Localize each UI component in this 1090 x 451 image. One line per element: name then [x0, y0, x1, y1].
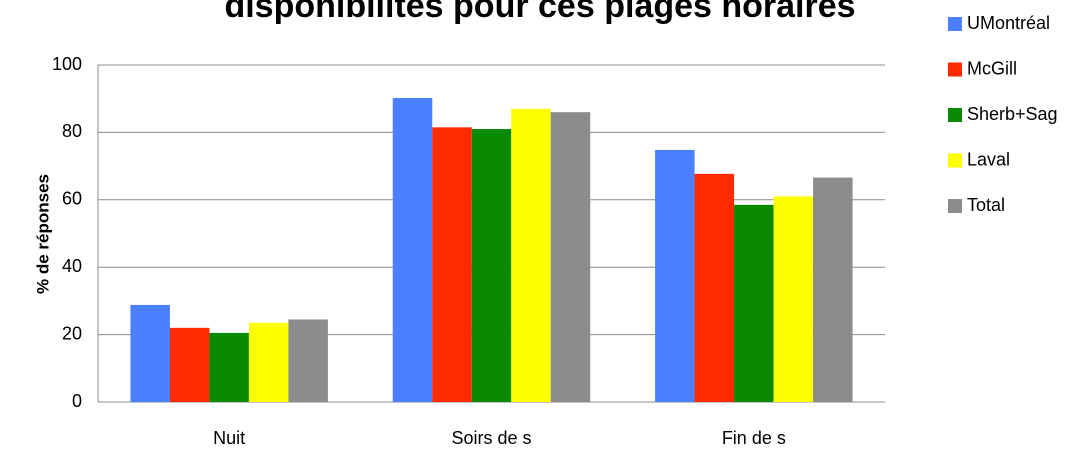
x-tick-label: Nuit — [213, 428, 245, 448]
bar — [432, 127, 472, 402]
bar — [209, 332, 249, 402]
legend-label: McGill — [967, 58, 1017, 78]
bar — [130, 304, 170, 402]
bar — [511, 108, 551, 402]
legend-label: Total — [967, 195, 1005, 215]
bar — [734, 204, 774, 402]
x-tick-label: Soirs de s — [451, 428, 531, 448]
chart-title: disponibilités pour ces plages horaires — [224, 0, 855, 25]
legend-swatch — [948, 17, 962, 31]
bar — [288, 319, 328, 402]
bar — [471, 129, 512, 402]
bar — [655, 149, 695, 402]
bar — [773, 196, 814, 402]
legend-label: Laval — [967, 149, 1010, 169]
legend-swatch — [948, 199, 962, 213]
bar — [392, 98, 433, 402]
y-tick-label: 20 — [62, 323, 82, 343]
y-tick-label: 80 — [62, 121, 82, 141]
legend-label: Sherb+Sag — [967, 104, 1058, 124]
legend-label: UMontréal — [967, 13, 1050, 33]
bar — [169, 327, 210, 402]
y-tick-label: 60 — [62, 189, 82, 209]
bar — [550, 112, 591, 403]
y-tick-label: 40 — [62, 256, 82, 276]
y-axis-label: % de réponses — [33, 174, 52, 294]
y-tick-label: 0 — [72, 391, 82, 411]
legend-swatch — [948, 62, 962, 77]
x-tick-label: Fin de s — [722, 428, 786, 448]
legend-swatch — [948, 153, 962, 168]
legend-swatch — [948, 108, 962, 122]
bar — [248, 322, 289, 402]
bar — [694, 173, 735, 402]
bar — [813, 177, 853, 402]
y-tick-label: 100 — [52, 54, 82, 74]
